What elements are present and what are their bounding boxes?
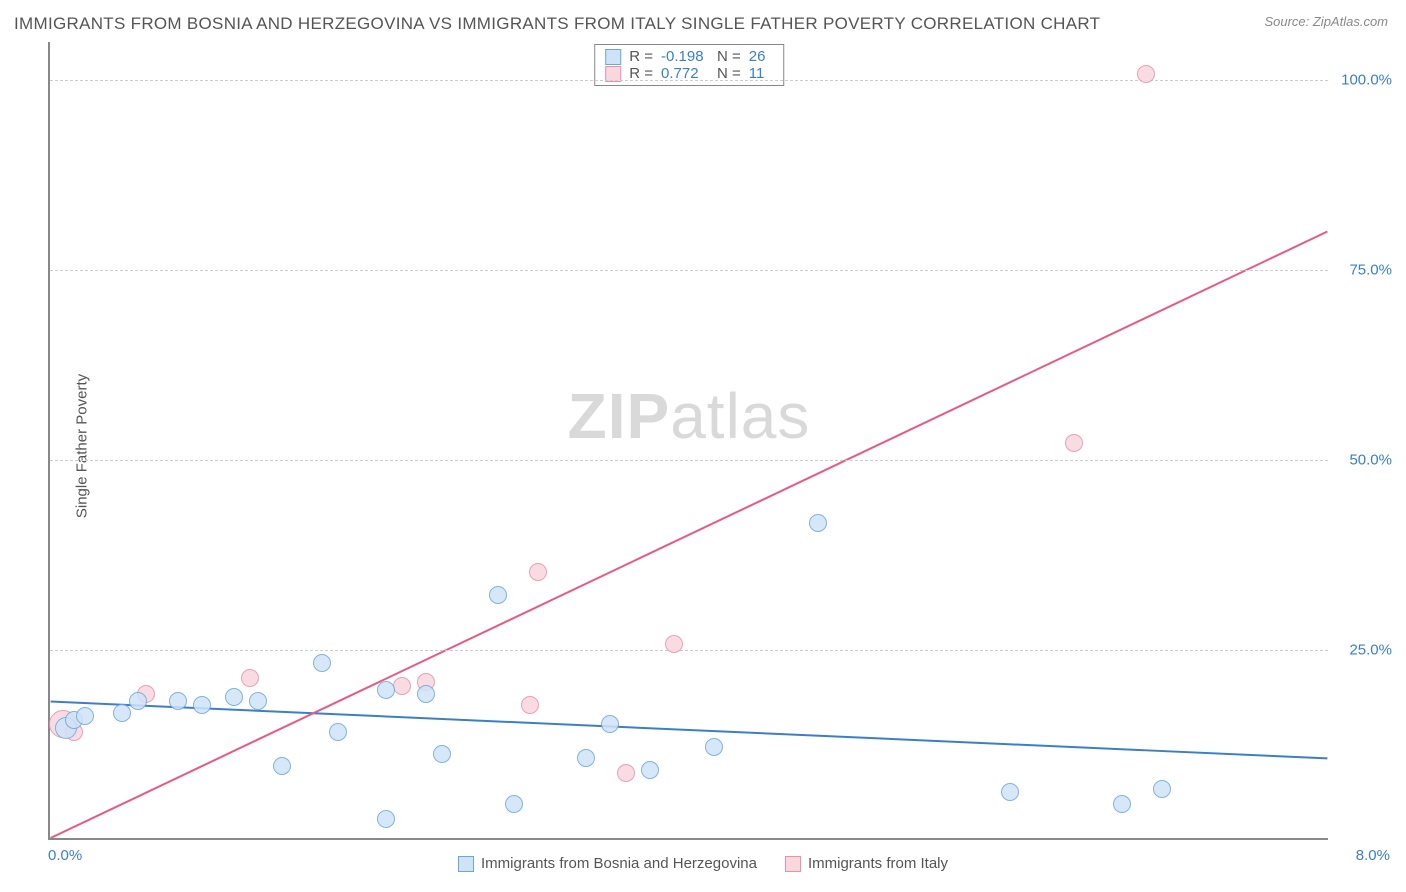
scatter-point [313, 654, 331, 672]
scatter-point [225, 688, 243, 706]
scatter-point [433, 745, 451, 763]
series-legend: Immigrants from Bosnia and Herzegovina Im… [458, 855, 948, 872]
legend-label: Immigrants from Italy [808, 855, 948, 872]
scatter-point [1153, 780, 1171, 798]
n-value: 26 [749, 48, 773, 65]
scatter-point [1001, 783, 1019, 801]
r-label: R = [629, 48, 653, 65]
scatter-point [76, 707, 94, 725]
plot-area: ZIPatlas R = -0.198N = 26R = 0.772N = 11… [48, 42, 1328, 840]
scatter-point [665, 635, 683, 653]
scatter-point [329, 723, 347, 741]
scatter-point [1113, 795, 1131, 813]
legend-item: Immigrants from Italy [785, 855, 948, 872]
y-tick-label: 50.0% [1336, 452, 1392, 469]
scatter-point [1065, 434, 1083, 452]
scatter-point [521, 696, 539, 714]
legend-item: Immigrants from Bosnia and Herzegovina [458, 855, 757, 872]
x-axis-max-label: 8.0% [1356, 847, 1390, 864]
scatter-point [193, 696, 211, 714]
scatter-point [601, 715, 619, 733]
scatter-point [705, 738, 723, 756]
chart-title: IMMIGRANTS FROM BOSNIA AND HERZEGOVINA V… [14, 14, 1100, 34]
gridline [50, 270, 1328, 271]
y-tick-label: 25.0% [1336, 642, 1392, 659]
source-label: Source: ZipAtlas.com [1264, 14, 1388, 29]
scatter-point [129, 692, 147, 710]
scatter-point [169, 692, 187, 710]
scatter-point [273, 757, 291, 775]
regression-line [51, 702, 1328, 759]
scatter-point [393, 677, 411, 695]
r-value: -0.198 [661, 48, 709, 65]
legend-swatch [458, 856, 474, 872]
scatter-point [241, 669, 259, 687]
scatter-point [417, 685, 435, 703]
x-axis-origin-label: 0.0% [48, 847, 82, 864]
legend-label: Immigrants from Bosnia and Herzegovina [481, 855, 757, 872]
scatter-point [113, 704, 131, 722]
chart-container: IMMIGRANTS FROM BOSNIA AND HERZEGOVINA V… [0, 0, 1406, 892]
scatter-point [377, 810, 395, 828]
stats-row: R = -0.198 N = 26 [605, 48, 773, 65]
n-label: N = [717, 48, 741, 65]
gridline [50, 80, 1328, 81]
regression-line [51, 232, 1328, 838]
scatter-point [249, 692, 267, 710]
scatter-point [505, 795, 523, 813]
scatter-point [1137, 65, 1155, 83]
legend-swatch [605, 49, 621, 65]
scatter-point [809, 514, 827, 532]
scatter-point [489, 586, 507, 604]
scatter-point [641, 761, 659, 779]
y-tick-label: 100.0% [1336, 72, 1392, 89]
gridline [50, 650, 1328, 651]
scatter-point [529, 563, 547, 581]
scatter-point [377, 681, 395, 699]
scatter-point [617, 764, 635, 782]
legend-swatch [785, 856, 801, 872]
gridline [50, 460, 1328, 461]
scatter-point [577, 749, 595, 767]
watermark: ZIPatlas [568, 379, 811, 453]
y-tick-label: 75.0% [1336, 262, 1392, 279]
